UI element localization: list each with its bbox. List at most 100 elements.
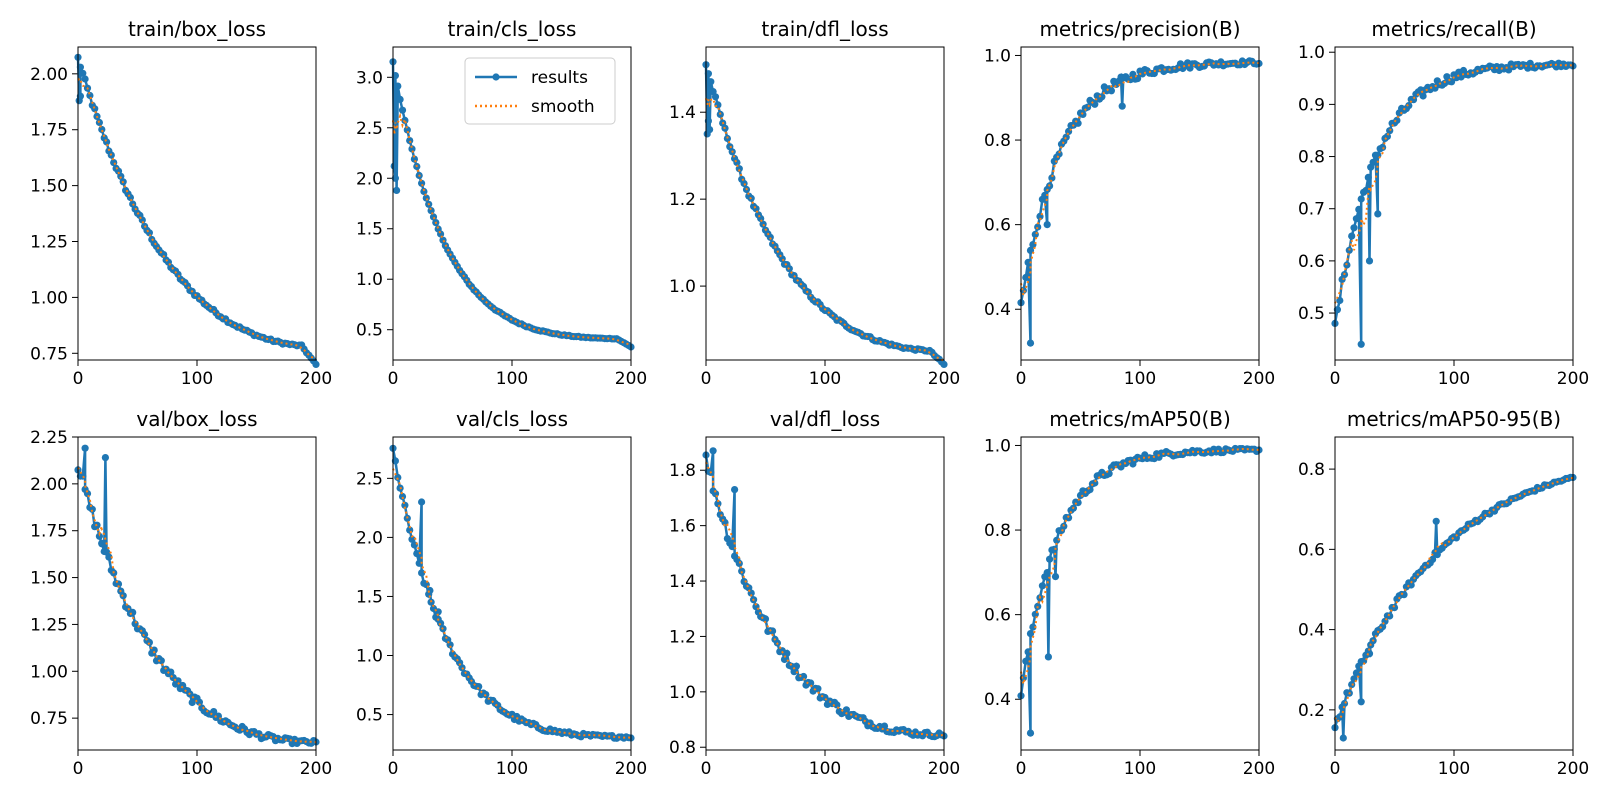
series-line-results xyxy=(1019,447,1260,734)
data-point xyxy=(91,105,99,113)
data-point xyxy=(1026,630,1035,638)
data-point xyxy=(1026,246,1035,254)
data-point xyxy=(1393,116,1401,124)
data-point xyxy=(129,608,137,617)
y-tick-label: 0.2 xyxy=(1298,701,1325,721)
data-point xyxy=(1034,223,1042,231)
series-line-smooth xyxy=(1334,476,1574,724)
data-point xyxy=(1379,143,1387,151)
data-point xyxy=(1107,87,1115,95)
data-point xyxy=(157,657,165,665)
chart-title: val/dfl_loss xyxy=(770,407,880,431)
data-point xyxy=(1357,195,1365,203)
data-point xyxy=(398,106,407,114)
data-point xyxy=(437,619,445,627)
x-tick-label: 0 xyxy=(73,759,84,779)
data-point xyxy=(312,360,320,368)
x-tick-label: 0 xyxy=(1016,759,1027,779)
data-point xyxy=(1050,545,1058,553)
data-point xyxy=(1333,306,1341,314)
data-point xyxy=(1407,581,1415,589)
data-point xyxy=(1374,210,1382,218)
x-tick-label: 0 xyxy=(701,369,712,389)
y-tick-label: 2.5 xyxy=(356,469,383,489)
data-point xyxy=(1118,102,1126,110)
data-point xyxy=(403,126,411,134)
y-tick-label: 1.4 xyxy=(669,572,696,592)
y-tick-label: 1.00 xyxy=(30,662,68,682)
x-tick-label: 100 xyxy=(1124,759,1156,779)
y-tick-label: 0.8 xyxy=(984,521,1011,541)
data-point xyxy=(81,75,89,83)
data-point xyxy=(79,472,87,480)
data-point xyxy=(408,535,416,543)
x-tick-label: 0 xyxy=(388,369,399,389)
data-point xyxy=(1405,102,1413,110)
data-point xyxy=(1340,699,1349,708)
data-point xyxy=(1432,517,1440,525)
data-point xyxy=(1369,158,1377,166)
plot-frame xyxy=(1334,46,1574,361)
series-line-results xyxy=(704,450,945,738)
data-point xyxy=(807,679,815,687)
data-point xyxy=(1024,648,1032,656)
y-tick-label: 1.0 xyxy=(669,683,696,703)
data-point xyxy=(406,137,414,145)
chart-title: train/box_loss xyxy=(128,17,266,41)
chart-title: metrics/precision(B) xyxy=(1039,17,1240,41)
data-point xyxy=(101,454,109,462)
y-tick-label: 0.4 xyxy=(984,690,1011,710)
y-tick-label: 2.5 xyxy=(356,119,383,139)
y-tick-label: 0.7 xyxy=(1298,200,1325,220)
series-line-results xyxy=(76,57,318,366)
y-tick-label: 2.0 xyxy=(356,528,383,548)
data-point xyxy=(833,701,841,709)
series-line-results xyxy=(704,64,945,366)
series-line-smooth xyxy=(77,77,317,361)
x-tick-label: 0 xyxy=(701,759,712,779)
data-point xyxy=(391,72,399,80)
data-point xyxy=(1348,232,1356,240)
chart-panel: metrics/mAP50-95(B) 0 100 200 0.2 0.4 0.6 0.8 xyxy=(1298,407,1589,779)
series-line-results xyxy=(1333,476,1574,739)
data-point xyxy=(1390,604,1399,612)
data-point xyxy=(1355,205,1363,213)
data-point xyxy=(105,553,113,561)
x-tick-label: 0 xyxy=(388,759,399,779)
series-line-smooth xyxy=(392,468,632,739)
y-tick-label: 1.50 xyxy=(30,177,68,197)
series-line-results xyxy=(1333,60,1574,345)
legend-label-smooth: smooth xyxy=(531,97,595,117)
chart-title: metrics/mAP50(B) xyxy=(1049,407,1231,431)
chart-title: val/box_loss xyxy=(136,407,257,431)
y-tick-label: 0.6 xyxy=(1298,252,1325,272)
data-point xyxy=(704,117,713,125)
data-point xyxy=(1386,612,1394,620)
data-point xyxy=(88,505,96,513)
data-point xyxy=(731,486,739,494)
series-line-smooth xyxy=(1334,63,1574,304)
legend-box xyxy=(464,57,616,125)
x-tick-label: 200 xyxy=(300,759,332,779)
data-point xyxy=(769,627,777,635)
plot-frame xyxy=(705,46,945,361)
plot-frame xyxy=(77,436,317,751)
y-tick-label: 0.4 xyxy=(984,300,1011,320)
x-tick-label: 200 xyxy=(928,369,960,389)
chart-panel: train/dfl_loss 0 100 200 1.0 1.2 1.4 xyxy=(669,17,960,389)
series-line-smooth xyxy=(1020,61,1260,300)
data-point xyxy=(390,162,398,170)
series-line-smooth xyxy=(705,462,945,737)
data-point xyxy=(1046,555,1054,563)
y-tick-label: 1.75 xyxy=(30,522,68,542)
y-tick-label: 2.00 xyxy=(30,475,68,495)
legend-marker-results xyxy=(492,73,500,81)
y-tick-label: 0.5 xyxy=(356,321,383,341)
x-tick-label: 200 xyxy=(615,759,647,779)
legend: results smooth xyxy=(464,57,616,125)
y-tick-label: 2.0 xyxy=(356,169,383,189)
y-tick-label: 0.75 xyxy=(30,709,68,729)
y-tick-label: 1.0 xyxy=(1298,43,1325,63)
x-tick-label: 200 xyxy=(300,369,332,389)
y-tick-label: 0.8 xyxy=(1298,148,1325,168)
